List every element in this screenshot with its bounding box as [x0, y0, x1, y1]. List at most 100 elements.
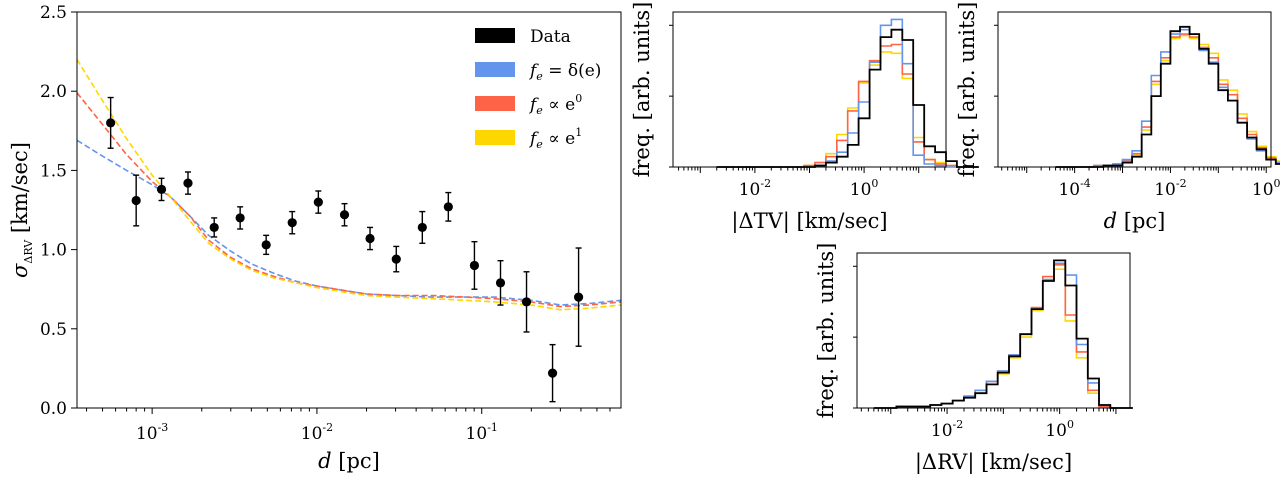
x-axis-unit: [pc] — [1117, 209, 1165, 233]
data-point — [261, 234, 271, 256]
data-marker — [106, 118, 116, 128]
x-tick-label: 10-2 — [739, 177, 771, 200]
data-point — [417, 210, 427, 244]
data-marker — [339, 210, 350, 220]
x-tick-label-base: 10 — [1252, 180, 1274, 200]
y-axis-label: freq. [arb. units] — [955, 2, 979, 178]
data-marker — [183, 178, 193, 188]
axes-frame — [997, 11, 1272, 168]
axes-frame — [672, 11, 947, 168]
histogram-step-data — [1055, 25, 1280, 168]
legend-f: f — [528, 129, 539, 149]
data-marker — [495, 278, 506, 288]
data-marker — [131, 195, 141, 206]
y-tick-label: 0.0 — [40, 399, 67, 419]
y-tick-label: 0.5 — [40, 320, 67, 340]
x-axis-unit: [pc] — [332, 449, 380, 473]
x-tick-label: 100 — [1045, 418, 1074, 441]
x-axis-var: d — [1104, 209, 1117, 233]
data-point — [339, 202, 350, 227]
sigma-vs-separation-chart: 10-3 10-2 10-10.00.51.01.52.02.5d [pc]σΔRV… — [8, 3, 622, 473]
legend-swatch-delta — [475, 62, 515, 77]
legend-label-delta: fe = δ(e) — [528, 61, 601, 83]
x-tick-label: 10-2 — [931, 418, 963, 441]
x-tick-label: 10-2 — [1154, 177, 1186, 200]
data-marker — [417, 222, 427, 233]
histogram-step-data — [716, 28, 979, 168]
model-curve-e0 — [77, 92, 621, 308]
legend-label-e1: fe ∝ e1 — [528, 126, 582, 151]
histogram-step-e0 — [1055, 33, 1280, 168]
data-point — [209, 217, 219, 238]
data-marker — [313, 197, 323, 207]
data-marker — [443, 202, 453, 212]
x-tick-label-base: 10 — [136, 424, 158, 444]
data-point — [521, 271, 532, 333]
legend-swatch-e1 — [475, 130, 515, 145]
x-tick-label-exp: -2 — [1176, 177, 1187, 190]
histogram-step-e0 — [873, 264, 1133, 409]
x-tick-label-base: 10 — [301, 424, 323, 444]
data-point — [547, 343, 558, 403]
model-curve-delta — [77, 139, 621, 306]
legend-sub: e — [536, 138, 543, 151]
histogram-step-e1 — [1055, 34, 1280, 168]
x-tick-label-base: 10 — [850, 180, 872, 200]
legend-sup: 1 — [575, 126, 582, 139]
data-point — [183, 171, 193, 195]
legend-rest: ∝ e — [543, 129, 575, 149]
data-point — [469, 240, 480, 290]
x-tick-label-base: 10 — [1045, 421, 1067, 441]
legend-rest: ∝ e — [543, 95, 575, 115]
x-tick-label: 10-2 — [301, 421, 333, 444]
x-axis-unit: [km/sec] — [974, 450, 1072, 474]
histogram-step-e1 — [873, 268, 1133, 409]
x-tick-label-base: 10 — [1154, 180, 1176, 200]
y-tick-label: 2.0 — [40, 82, 67, 102]
main-axes-frame — [76, 11, 622, 409]
legend-swatch-e0 — [475, 96, 515, 111]
x-tick-label: 10-4 — [1058, 177, 1090, 200]
x-axis-label: d [pc] — [1104, 209, 1166, 233]
legend-sup: 0 — [575, 92, 582, 105]
model-curve-e1 — [77, 59, 621, 311]
legend-label-e0: fe ∝ e0 — [528, 92, 582, 117]
x-tick-label-exp: -1 — [487, 421, 498, 434]
x-axis-var: |ΔTV| — [731, 209, 790, 234]
x-tick-label: 100 — [850, 177, 879, 200]
x-tick-label-exp: -2 — [953, 418, 964, 431]
legend-sub: e — [536, 70, 543, 83]
data-marker — [521, 297, 532, 307]
x-axis-label: d [pc] — [318, 449, 380, 473]
y-axis-sub: ΔRV — [22, 239, 35, 264]
y-tick-label: 1.5 — [40, 161, 67, 181]
x-tick-label: 100 — [1252, 177, 1280, 200]
y-tick-label: 1.0 — [40, 241, 67, 261]
histogram-step-data — [873, 259, 1133, 409]
data-marker — [469, 260, 480, 271]
axes-frame — [856, 252, 1131, 409]
radial-velocity-histogram: 10-2 100|ΔRV| [km/sec]freq. [arb. units] — [814, 243, 1133, 475]
data-point — [156, 177, 167, 202]
y-axis-unit: [km/sec] — [8, 142, 32, 240]
data-marker — [391, 254, 401, 264]
x-tick-label-exp: 0 — [1067, 418, 1074, 431]
y-tick-label: 2.5 — [40, 3, 67, 23]
data-point — [235, 206, 245, 230]
legend-rest: = δ(e) — [543, 61, 602, 81]
data-marker — [573, 292, 584, 302]
x-axis-unit: [km/sec] — [790, 209, 888, 233]
data-marker — [209, 222, 219, 233]
x-tick-label-base: 10 — [931, 421, 953, 441]
y-axis-label: freq. [arb. units] — [630, 2, 654, 178]
data-point — [313, 190, 323, 214]
data-point — [131, 174, 141, 227]
y-axis-label: freq. [arb. units] — [814, 243, 838, 419]
legend-label-data: Data — [530, 27, 571, 47]
data-point — [573, 247, 584, 347]
legend-f: f — [528, 95, 539, 115]
data-point — [365, 226, 375, 251]
tangential-velocity-histogram: 10-2 100 |ΔTV| [km/sec] freq. [arb. units] — [630, 2, 979, 234]
